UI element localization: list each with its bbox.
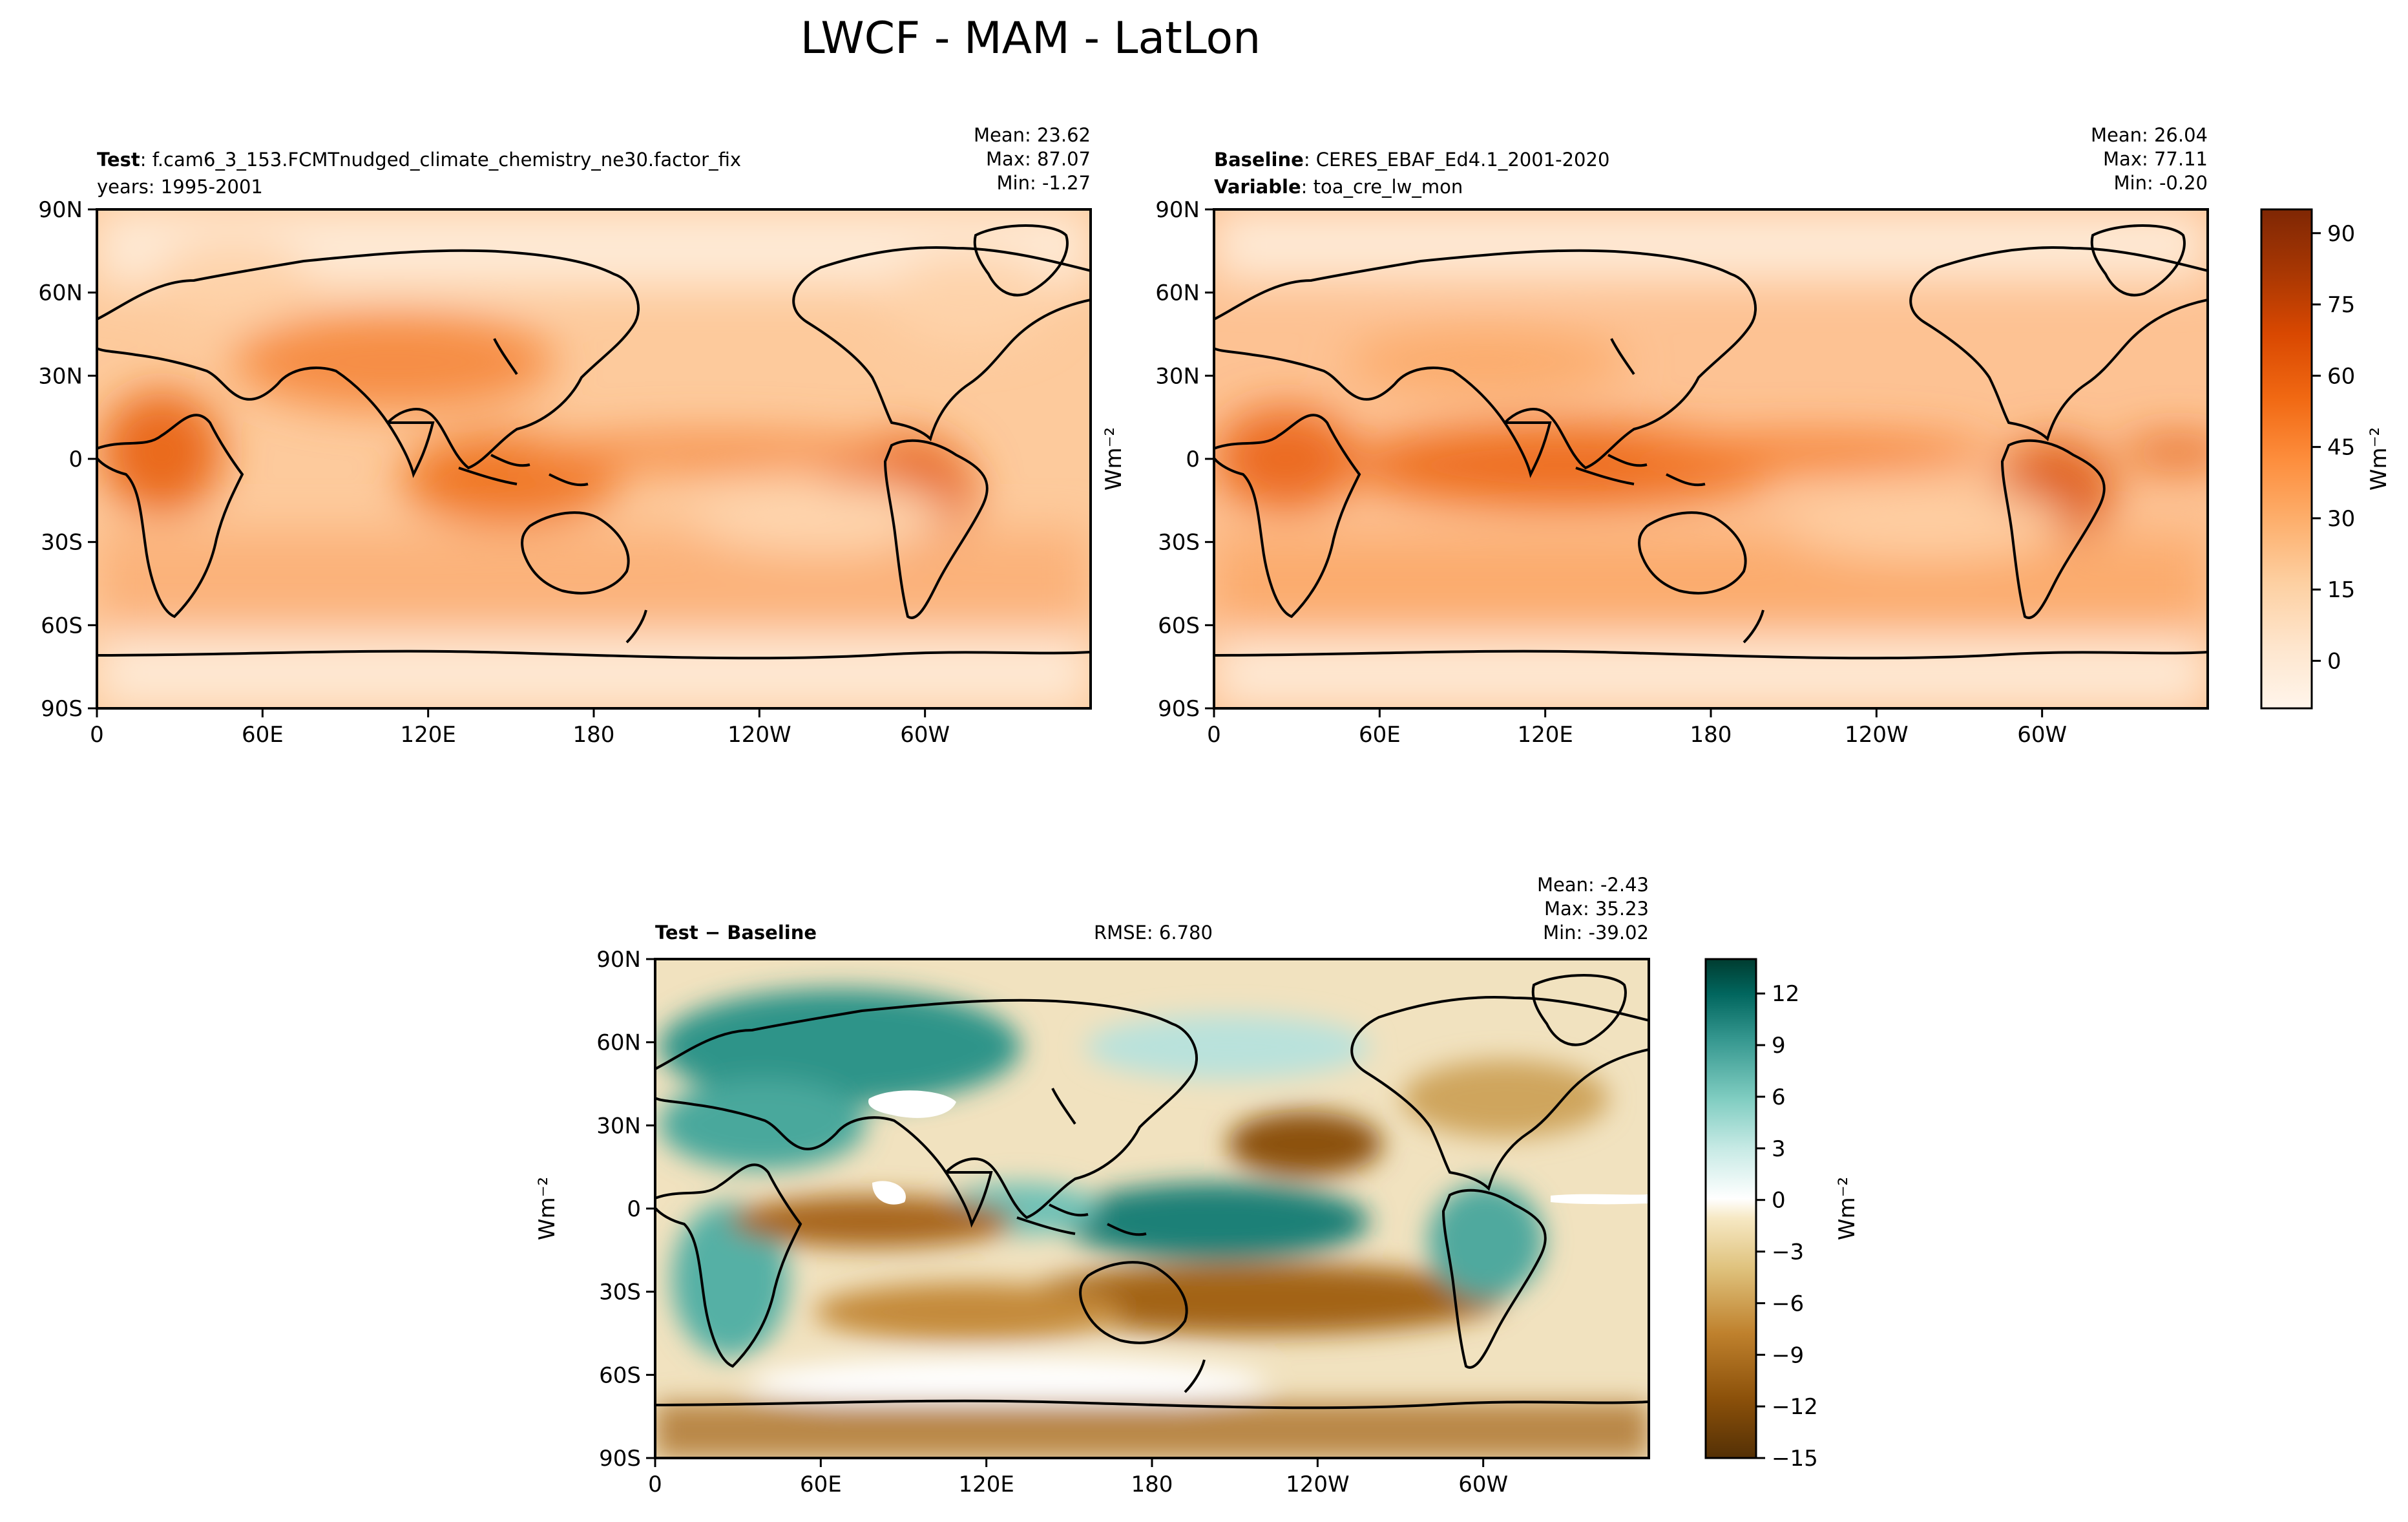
lon-tick-label: 0	[648, 1472, 662, 1497]
lon-tick-label: 120W	[1845, 722, 1909, 748]
lon-tick-label: 0	[1207, 722, 1221, 748]
lat-tick-label: 0	[627, 1196, 641, 1222]
panel-test: Test: f.cam6_3_153.FCMTnudged_climate_ch…	[96, 124, 1092, 710]
panel-baseline-header-1: Baseline: CERES_EBAF_Ed4.1_2001-2020	[1214, 149, 1609, 171]
lon-tick-label: 60E	[1359, 722, 1401, 748]
colorbar-diff-label: Wm⁻²	[1834, 1177, 1860, 1240]
lat-tick-label: 90S	[1158, 696, 1200, 722]
lon-tick-label: 60W	[2017, 722, 2067, 748]
panel-diff-ylabel: Wm⁻²	[534, 1177, 560, 1240]
lat-tick-label: 0	[68, 447, 83, 472]
lon-tick-label: 60E	[800, 1472, 842, 1497]
colorbar-tick-label: 9	[1772, 1033, 1786, 1059]
lat-tick-label: 30N	[38, 363, 83, 389]
panel-baseline-header-2: Variable: toa_cre_lw_mon	[1214, 176, 1463, 198]
figure-title: LWCF - MAM - LatLon	[801, 13, 1261, 64]
colorbar-abs: 90 75 60 45 30 15 0 Wm⁻²	[2260, 208, 2392, 710]
colorbar-tick-label: 45	[2327, 435, 2355, 461]
lon-tick-label: 180	[573, 722, 615, 748]
lat-tick-label: 90N	[38, 197, 83, 223]
lon-tick-label: 60W	[900, 722, 950, 748]
panel-diff-stat-mean: Mean: -2.43	[1537, 874, 1649, 896]
lat-tick-label: 30S	[1158, 530, 1200, 556]
lon-tick-label: 180	[1131, 1472, 1173, 1497]
colorbar-abs-label: Wm⁻²	[2366, 427, 2392, 491]
colorbar-tick-label: −15	[1772, 1446, 1818, 1472]
colorbar-tick-label: 60	[2327, 363, 2355, 389]
panel-baseline-map	[1214, 209, 2208, 708]
lon-tick-label: 120E	[1517, 722, 1573, 748]
lat-tick-label: 90S	[41, 696, 83, 722]
lat-tick-label: 30N	[1155, 363, 1200, 389]
colorbar-tick-label: 75	[2327, 292, 2355, 318]
colorbar-tick-label: 90	[2327, 221, 2355, 247]
lat-tick-label: 60S	[599, 1362, 641, 1388]
colorbar-tick-label: 15	[2327, 577, 2355, 603]
panel-diff: Test − Baseline RMSE: 6.780 Mean: -2.43 …	[654, 874, 1650, 1459]
panel-test-stat-max: Max: 87.07	[986, 148, 1091, 170]
lon-tick-label: 120W	[728, 722, 791, 748]
lon-tick-label: 180	[1690, 722, 1732, 748]
lon-tick-label: 120E	[400, 722, 455, 748]
panel-diff-rmse: RMSE: 6.780	[1094, 922, 1213, 944]
lon-tick-label: 120W	[1286, 1472, 1350, 1497]
colorbar-tick-label: −6	[1772, 1291, 1804, 1316]
panel-diff-stat-max: Max: 35.23	[1544, 898, 1649, 920]
lat-tick-label: 60S	[41, 613, 83, 639]
lat-tick-label: 0	[1186, 447, 1200, 472]
panel-baseline-ylabel: Wm⁻²	[1101, 427, 1127, 491]
lat-tick-label: 30N	[596, 1113, 641, 1139]
panel-baseline-stat-min: Min: -0.20	[2114, 172, 2208, 194]
lon-tick-label: 60E	[242, 722, 284, 748]
colorbar-tick-label: 0	[1772, 1188, 1786, 1214]
panel-baseline-stat-max: Max: 77.11	[2103, 148, 2208, 170]
lat-tick-label: 90N	[1155, 197, 1200, 223]
colorbar-tick-label: −9	[1772, 1342, 1804, 1368]
panel-test-header-1: Test: f.cam6_3_153.FCMTnudged_climate_ch…	[97, 149, 741, 171]
lon-tick-label: 120E	[958, 1472, 1014, 1497]
colorbar-tick-label: −3	[1772, 1240, 1804, 1265]
lat-tick-label: 60S	[1158, 613, 1200, 639]
lat-tick-label: 60N	[1155, 280, 1200, 306]
panel-test-stat-mean: Mean: 23.62	[974, 124, 1091, 146]
panel-test-map	[97, 209, 1091, 708]
colorbar-tick-label: 30	[2327, 506, 2355, 532]
panel-diff-stat-min: Min: -39.02	[1543, 922, 1649, 944]
panel-test-stat-min: Min: -1.27	[997, 172, 1091, 194]
panel-baseline: Baseline: CERES_EBAF_Ed4.1_2001-2020 Var…	[1213, 124, 2209, 710]
lon-tick-label: 60W	[1458, 1472, 1508, 1497]
lat-tick-label: 90S	[599, 1446, 641, 1472]
panel-test-header-2: years: 1995-2001	[97, 176, 263, 198]
colorbar-tick-label: 6	[1772, 1084, 1786, 1110]
colorbar-tick-label: 12	[1772, 981, 1799, 1007]
lat-tick-label: 30S	[41, 530, 83, 556]
lon-tick-label: 0	[90, 722, 104, 748]
panel-baseline-stat-mean: Mean: 26.04	[2091, 124, 2208, 146]
colorbar-tick-label: 0	[2327, 648, 2341, 674]
colorbar-tick-label: 3	[1772, 1136, 1786, 1162]
lat-tick-label: 30S	[599, 1280, 641, 1305]
colorbar-tick-label: −12	[1772, 1394, 1818, 1420]
lat-tick-label: 60N	[38, 280, 83, 306]
panel-diff-header-1: Test − Baseline	[655, 922, 817, 944]
lat-tick-label: 90N	[596, 947, 641, 973]
colorbar-diff: 12 9 6 3 0 −3 −6 −9 −12 −15 Wm⁻²	[1704, 958, 1860, 1472]
lat-tick-label: 60N	[596, 1030, 641, 1056]
panel-diff-map	[655, 959, 1649, 1458]
